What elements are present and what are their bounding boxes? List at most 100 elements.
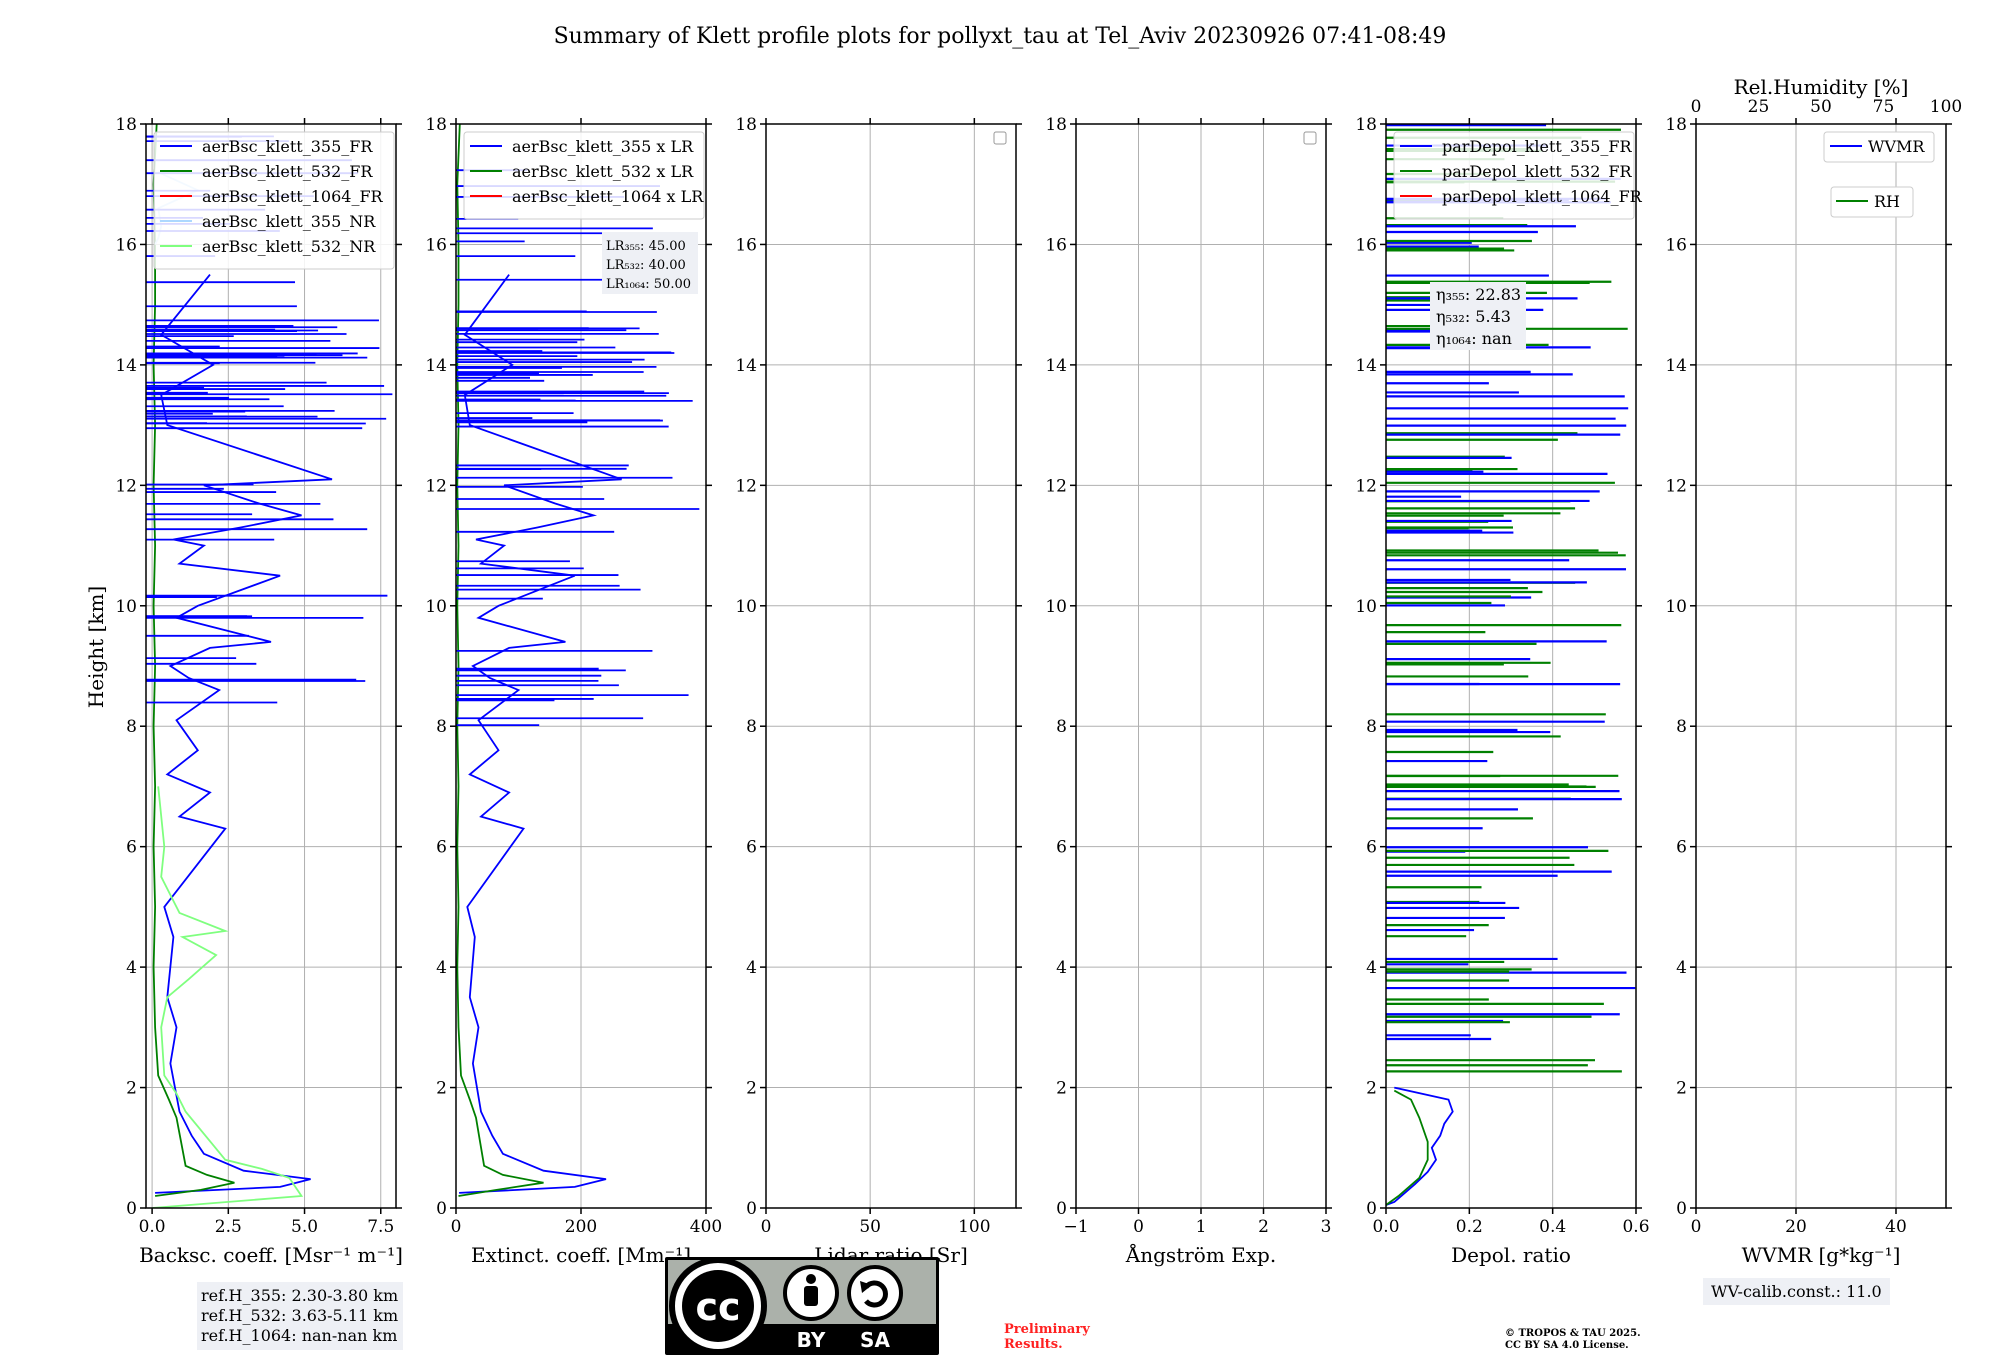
plot-frame bbox=[1075, 123, 1327, 1209]
y-tick-label: 0 bbox=[1676, 1199, 1687, 1219]
eta-annotation-box bbox=[1430, 282, 1526, 350]
y-tick-label: 10 bbox=[1665, 597, 1687, 617]
y-tick-label: 10 bbox=[1355, 597, 1377, 617]
x-tick-label: 7.5 bbox=[367, 1217, 394, 1237]
preliminary-line-2: Results. bbox=[1004, 1337, 1063, 1352]
eta-annotation: η₁₀₆₄: nan bbox=[1436, 329, 1512, 348]
legend-entry: aerBsc_klett_355_FR bbox=[202, 137, 373, 156]
legend: parDepol_klett_355_FR parDepol_klett_532_… bbox=[1393, 131, 1643, 220]
y-tick-label: 14 bbox=[1355, 356, 1377, 376]
y-tick-label: 4 bbox=[1366, 958, 1377, 978]
legend: aerBsc_klett_355_FR aerBsc_klett_532_FRae… bbox=[153, 131, 395, 270]
top-x-tick-label: 25 bbox=[1748, 97, 1770, 117]
y-tick-label: 12 bbox=[425, 476, 447, 496]
x-tick-label: 20 bbox=[1785, 1217, 1807, 1237]
lr-annotation: LR₃₅₅: 45.00 bbox=[606, 239, 686, 254]
y-tick-label: 4 bbox=[1056, 958, 1067, 978]
y-tick-label: 16 bbox=[735, 235, 757, 255]
preliminary-line-1: Preliminary bbox=[1004, 1322, 1090, 1337]
y-tick-label: 8 bbox=[1366, 717, 1377, 737]
y-tick-label: 4 bbox=[126, 958, 137, 978]
legend-box bbox=[153, 131, 395, 270]
legend-entry: aerBsc_klett_1064 x LR bbox=[512, 187, 704, 206]
empty-legend bbox=[1303, 131, 1317, 145]
y-tick-label: 8 bbox=[1056, 717, 1067, 737]
series-aerBsc_klett_532 x LR bbox=[456, 124, 544, 1197]
y-tick-label: 0 bbox=[126, 1199, 137, 1219]
x-tick-label: 0 bbox=[1133, 1217, 1144, 1237]
copyright-line-2: CC BY SA 4.0 License. bbox=[1505, 1340, 1629, 1351]
x-tick-label: 2 bbox=[1258, 1217, 1269, 1237]
series-group bbox=[146, 124, 393, 1208]
y-tick-label: 2 bbox=[126, 1079, 137, 1099]
legend-entry: WVMR bbox=[1868, 137, 1925, 156]
plot-frame bbox=[455, 123, 707, 1209]
y-tick-label: 0 bbox=[1056, 1199, 1067, 1219]
eta-annotation: η₅₃₂: 5.43 bbox=[1436, 307, 1511, 326]
y-tick-label: 8 bbox=[126, 717, 137, 737]
y-tick-label: 6 bbox=[126, 838, 137, 858]
top-x-tick-label: 75 bbox=[1873, 97, 1895, 117]
legend-entry: aerBsc_klett_355 x LR bbox=[512, 137, 694, 156]
x-tick-label: 400 bbox=[690, 1217, 722, 1237]
x-tick-label: 40 bbox=[1885, 1217, 1907, 1237]
share-alike-icon bbox=[847, 1265, 903, 1321]
series-group bbox=[456, 124, 700, 1197]
figure-title: Summary of Klett profile plots for polly… bbox=[554, 24, 1447, 49]
y-tick-label: 2 bbox=[1676, 1079, 1687, 1099]
y-tick-label: 16 bbox=[425, 235, 447, 255]
cc-license-badge: cc BY SA bbox=[665, 1257, 939, 1355]
legend: aerBsc_klett_355 x LR aerBsc_klett_532 x … bbox=[463, 131, 705, 220]
preliminary-note: Preliminary Results. bbox=[1004, 1322, 1090, 1352]
legend-entry: aerBsc_klett_532_NR bbox=[202, 237, 376, 256]
legend-entry: aerBsc_klett_1064_FR bbox=[202, 187, 384, 206]
plot-frame bbox=[1385, 123, 1637, 1209]
y-tick-label: 0 bbox=[1366, 1199, 1377, 1219]
top-x-tick-label: 0 bbox=[1691, 97, 1702, 117]
y-tick-label: 8 bbox=[436, 717, 447, 737]
x-axis-label: Backsc. coeff. [Msr⁻¹ m⁻¹] bbox=[139, 1243, 403, 1267]
series-parDepol_klett_355_FR bbox=[1386, 1086, 1454, 1206]
y-tick-label: 2 bbox=[1056, 1079, 1067, 1099]
y-tick-label: 16 bbox=[1045, 235, 1067, 255]
y-tick-label: 18 bbox=[735, 115, 757, 135]
y-tick-label: 8 bbox=[746, 717, 757, 737]
panel-1: 0 2 4 6 8 10 12 14 16 18 0.0 2.5 5.0 7.5 Backsc. coeff… bbox=[115, 115, 403, 1267]
legend-box bbox=[1393, 131, 1635, 220]
y-tick-label: 10 bbox=[1045, 597, 1067, 617]
panel-5: 0 2 4 6 8 10 12 14 16 18 0.0 0.2 0.4 0.6 Depol. ratio p… bbox=[1355, 115, 1649, 1267]
y-tick-label: 12 bbox=[735, 476, 757, 496]
y-tick-label: 14 bbox=[115, 356, 137, 376]
x-axis-label: Extinct. coeff. [Mm⁻¹] bbox=[471, 1243, 691, 1267]
legend-entry: aerBsc_klett_532_FR bbox=[202, 162, 373, 181]
empty-legend bbox=[993, 131, 1007, 145]
legend-entry: parDepol_klett_1064_FR bbox=[1442, 187, 1643, 206]
x-tick-label: 0 bbox=[451, 1217, 462, 1237]
x-tick-label: 50 bbox=[859, 1217, 881, 1237]
legend-entry: aerBsc_klett_355_NR bbox=[202, 212, 376, 231]
copyright-note: © TROPOS & TAU 2025. CC BY SA 4.0 Licens… bbox=[1505, 1328, 1641, 1352]
ref-height-532: ref.H_532: 3.63-5.11 km bbox=[201, 1306, 399, 1325]
y-tick-label: 2 bbox=[746, 1079, 757, 1099]
y-tick-label: 2 bbox=[436, 1079, 447, 1099]
y-tick-label: 18 bbox=[1665, 115, 1687, 135]
badge-sa-label: SA bbox=[860, 1328, 890, 1352]
legend-entry: parDepol_klett_532_FR bbox=[1442, 162, 1633, 181]
series-aerBsc_klett_532_FR bbox=[152, 124, 235, 1197]
x-axis-label: WVMR [g*kg⁻¹] bbox=[1742, 1243, 1901, 1267]
lr-annotation-box bbox=[602, 232, 698, 294]
legend-box bbox=[463, 131, 705, 220]
y-tick-label: 18 bbox=[425, 115, 447, 135]
cc-logo-text: cc bbox=[695, 1285, 740, 1329]
badge-by-label: BY bbox=[797, 1328, 826, 1352]
y-tick-label: 10 bbox=[425, 597, 447, 617]
y-tick-label: 14 bbox=[735, 356, 757, 376]
x-tick-label: 3 bbox=[1321, 1217, 1332, 1237]
lr-annotation: LR₅₃₂: 40.00 bbox=[606, 258, 686, 273]
y-tick-label: 16 bbox=[1665, 235, 1687, 255]
y-tick-label: 0 bbox=[746, 1199, 757, 1219]
y-tick-label: 6 bbox=[746, 838, 757, 858]
